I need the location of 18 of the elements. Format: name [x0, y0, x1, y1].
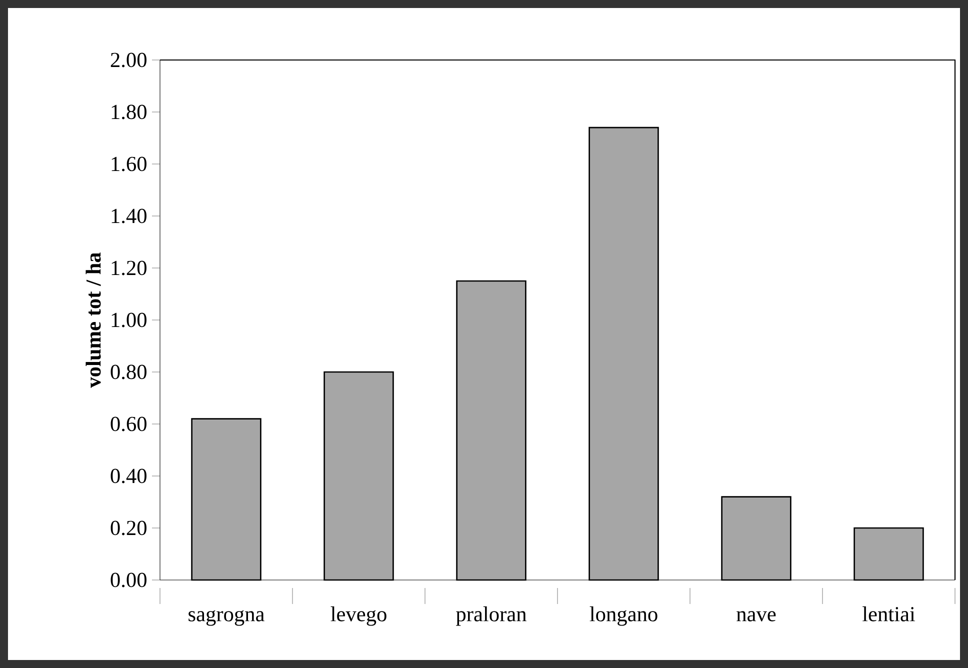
y-tick-label: 1.40	[112, 208, 146, 224]
y-tick-label: 0.40	[110, 468, 146, 484]
y-axis-title: volume tot / ha	[86, 252, 101, 388]
y-tick-label: 0.60	[110, 416, 146, 432]
x-tick-label: praloran	[456, 606, 526, 626]
y-tick-label: 1.00	[112, 312, 146, 328]
y-tick-label: 1.80	[112, 104, 146, 120]
y-tick-label: 0.80	[110, 364, 146, 380]
y-tick-label: 1.20	[112, 260, 146, 276]
x-tick-label: longano	[590, 606, 658, 626]
x-tick-label: nave	[736, 611, 776, 622]
x-tick-label: sagrogna	[188, 610, 264, 626]
y-tick-label: 1.60	[112, 156, 146, 172]
y-tick-label: 0.00	[110, 572, 146, 588]
x-tick-label: levego	[330, 606, 386, 626]
y-tick-label: 2.00	[110, 52, 146, 68]
x-tick-label: lentiai	[862, 606, 916, 622]
y-tick-label: 0.20	[110, 520, 146, 536]
